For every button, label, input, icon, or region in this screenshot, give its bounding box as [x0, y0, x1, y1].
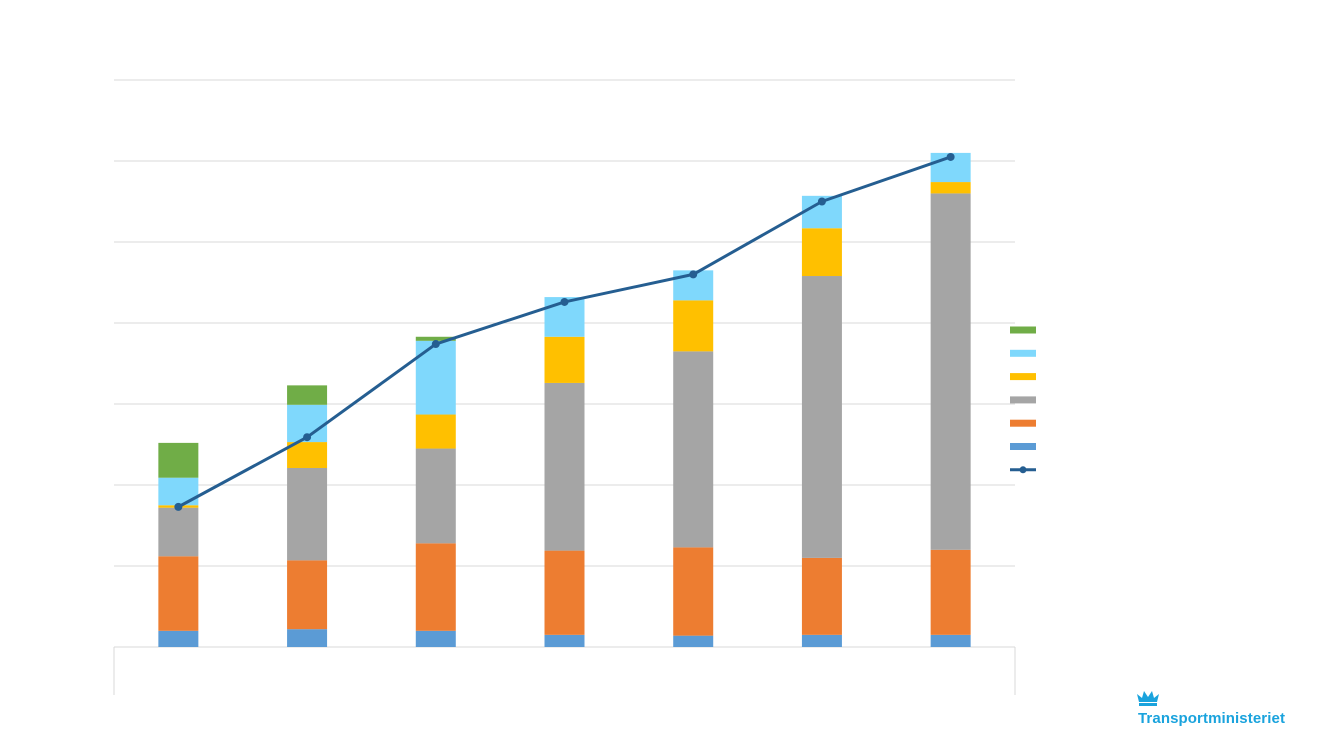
bar-segment [158, 507, 199, 557]
line-point [431, 340, 440, 349]
bar-segment [415, 340, 456, 415]
bar-segment [158, 477, 199, 506]
bar-segment [415, 448, 456, 544]
bar-segment [415, 336, 456, 341]
bar-segment [673, 635, 714, 647]
bar-segment [930, 549, 971, 635]
bar-segment [287, 467, 328, 561]
bar-segment [415, 630, 456, 647]
line-point [817, 197, 826, 206]
crown-icon [1137, 691, 1159, 706]
bars [158, 152, 971, 647]
bar-segment [287, 442, 328, 468]
legend-swatch [1010, 443, 1036, 450]
line-point [689, 270, 698, 279]
line-point [560, 297, 569, 306]
bar-segment [930, 182, 971, 194]
legend-swatch [1010, 419, 1036, 427]
line-point [303, 433, 312, 442]
bar-segment [801, 276, 842, 558]
bar-segment [673, 300, 714, 352]
bar-segment [801, 634, 842, 647]
legend-swatch [1010, 326, 1036, 334]
bar-segment [544, 634, 585, 647]
legend-swatch [1010, 349, 1036, 357]
bar-segment [544, 550, 585, 635]
bar-segment [673, 351, 714, 548]
bar-segment [930, 634, 971, 647]
bar-segment [801, 228, 842, 277]
line-point [174, 502, 183, 511]
transportministeriet-logo: Transportministeriet [1136, 688, 1306, 728]
legend [1010, 326, 1036, 474]
bar-segment [287, 560, 328, 630]
bar-segment [673, 547, 714, 636]
bar-segment [801, 557, 842, 635]
bar-segment [544, 336, 585, 383]
legend-swatch [1010, 373, 1036, 381]
bar-segment [287, 629, 328, 647]
bar-segment [158, 442, 199, 478]
bar-segment [544, 382, 585, 551]
bar-segment [930, 193, 971, 550]
bar-segment [415, 414, 456, 449]
bar-segment [158, 630, 199, 647]
line-point [946, 152, 955, 161]
bar-segment [158, 556, 199, 631]
line-series [174, 152, 955, 511]
bar-segment [415, 543, 456, 631]
logo-text: Transportministeriet [1138, 710, 1286, 727]
legend-swatch [1010, 396, 1036, 404]
legend-line-marker [1019, 466, 1027, 474]
bar-segment [287, 385, 328, 405]
